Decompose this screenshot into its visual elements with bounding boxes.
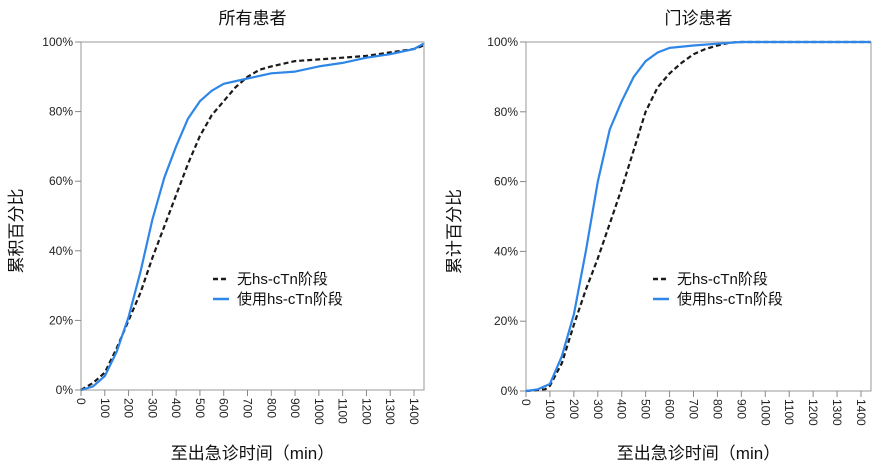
y-tick-label: 80% (494, 105, 518, 119)
x-tick-label: 800 (710, 399, 724, 419)
x-tick-label: 1000 (758, 399, 772, 426)
x-tick-label: 1300 (383, 398, 397, 425)
y-tick-label: 0% (501, 384, 519, 398)
legend-label: 无hs-cTn阶段 (677, 271, 768, 288)
y-tick-label: 0% (56, 383, 74, 397)
x-tick-label: 0 (519, 399, 533, 406)
chart-1: 所有患者 0% 20% 40% 60% 80% 100% 0 100 200 300 400 500 60… (7, 9, 425, 463)
legend-label: 使用hs-cTn阶段 (677, 291, 783, 308)
x-tick-label: 500 (639, 399, 653, 419)
y-tick-label: 80% (49, 105, 73, 119)
x-tick-label: 1300 (830, 399, 844, 426)
x-axis-label: 至出急诊时间（min） (171, 444, 334, 463)
x-tick-label: 100 (543, 399, 557, 419)
x-tick-label: 300 (145, 398, 159, 418)
x-tick-label: 800 (264, 398, 278, 418)
x-tick-label: 500 (193, 398, 207, 418)
series-line-without-hs-ctn (80, 44, 424, 391)
y-tick-label: 100% (42, 35, 73, 49)
series-line-without-hs-ctn (525, 40, 871, 393)
x-tick-label: 1400 (854, 399, 868, 426)
chart-2: 门诊患者 0% 20% 40% 60% 80% 100% 0 100 200 300 400 500 60… (445, 9, 872, 463)
x-tick-label: 400 (615, 399, 629, 419)
x-tick-label: 600 (217, 398, 231, 418)
legend-label: 无hs-cTn阶段 (237, 271, 328, 288)
x-tick-label: 1400 (407, 398, 421, 425)
x-tick-label: 700 (241, 398, 255, 418)
x-tick-label: 900 (288, 398, 302, 418)
legend-label: 使用hs-cTn阶段 (237, 291, 343, 308)
x-tick-label: 200 (122, 398, 136, 418)
x-axis-label: 至出急诊时间（min） (617, 444, 780, 463)
x-tick-label: 1100 (782, 399, 796, 425)
y-tick-label: 60% (49, 174, 73, 188)
plot-frame (80, 41, 425, 391)
series-line-with-hs-ctn (525, 40, 871, 393)
x-tick-label: 1000 (312, 398, 326, 425)
series-line-with-hs-ctn (80, 42, 425, 392)
y-axis-label: 累积百分比 (7, 189, 26, 274)
x-tick-label: 100 (98, 398, 112, 418)
y-tick-label: 20% (494, 314, 518, 328)
x-tick-label: 400 (169, 398, 183, 418)
y-tick-label: 20% (49, 313, 73, 327)
y-axis-label: 累计百分比 (445, 189, 464, 274)
chart-title: 所有患者 (219, 9, 287, 28)
x-tick-label: 300 (591, 399, 605, 419)
y-tick-label: 40% (49, 244, 73, 258)
x-tick-label: 600 (663, 399, 677, 419)
x-tick-label: 700 (687, 399, 701, 419)
x-tick-label: 1200 (359, 398, 373, 425)
x-tick-label: 1100 (336, 398, 350, 424)
x-tick-label: 900 (734, 399, 748, 419)
y-tick-label: 100% (487, 35, 518, 49)
y-tick-label: 60% (494, 175, 518, 189)
chart-title: 门诊患者 (665, 9, 733, 28)
x-tick-label: 0 (74, 398, 88, 405)
x-tick-label: 1200 (806, 399, 820, 426)
x-tick-label: 200 (567, 399, 581, 419)
y-tick-label: 40% (494, 244, 518, 258)
plot-frame (525, 41, 872, 392)
